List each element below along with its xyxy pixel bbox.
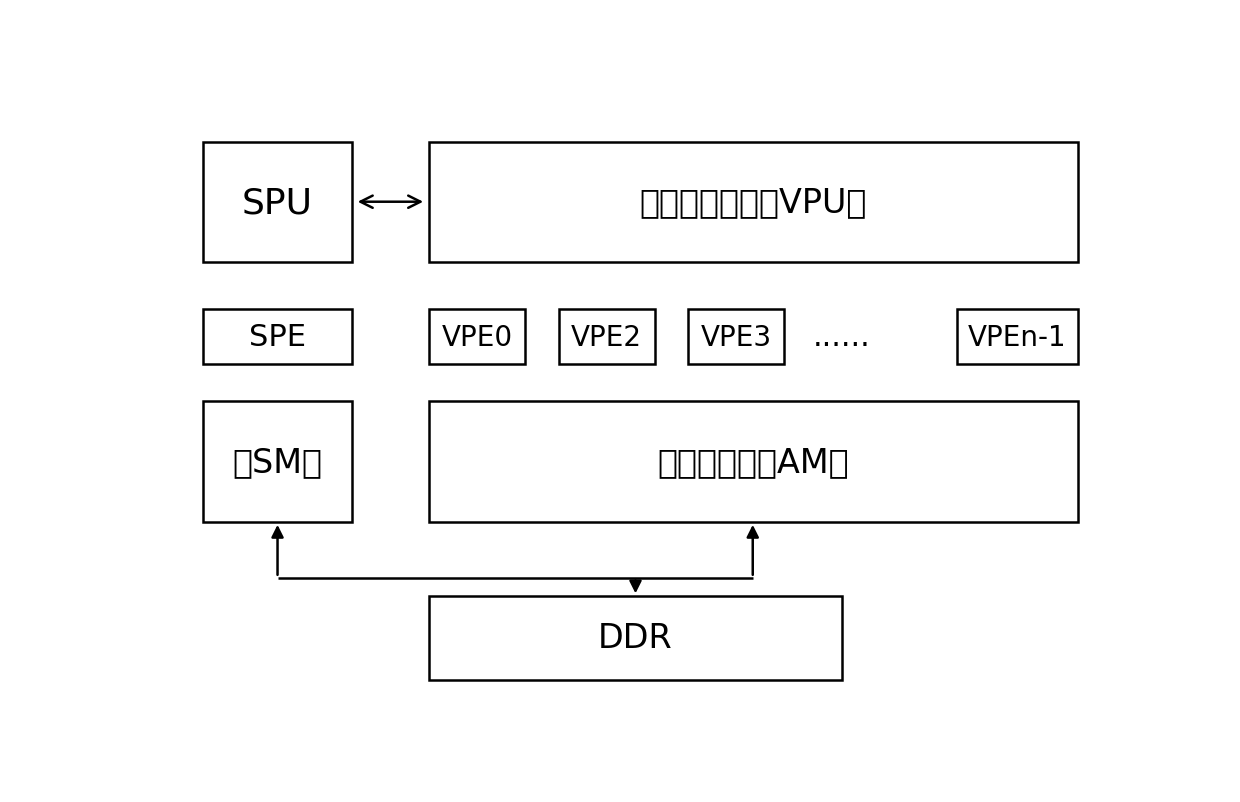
Bar — [429, 597, 842, 680]
Text: SPE: SPE — [249, 322, 306, 351]
Text: 向量处理部件（VPU）: 向量处理部件（VPU） — [640, 186, 867, 219]
Bar — [203, 310, 352, 365]
Text: DDR: DDR — [598, 622, 673, 654]
Text: VPE3: VPE3 — [701, 323, 773, 351]
Bar — [957, 310, 1078, 365]
Text: SPU: SPU — [242, 186, 312, 220]
Text: VPE0: VPE0 — [441, 323, 512, 351]
Bar — [429, 402, 1078, 522]
Bar — [688, 310, 785, 365]
Bar — [429, 143, 1078, 263]
Text: （SM）: （SM） — [233, 446, 322, 479]
Bar — [429, 310, 525, 365]
Bar — [203, 143, 352, 263]
Text: ......: ...... — [813, 322, 870, 351]
Text: VPEn-1: VPEn-1 — [968, 323, 1066, 351]
Text: 向量存储体（AM）: 向量存储体（AM） — [657, 446, 849, 479]
Bar — [558, 310, 655, 365]
Bar — [203, 402, 352, 522]
Text: VPE2: VPE2 — [572, 323, 642, 351]
